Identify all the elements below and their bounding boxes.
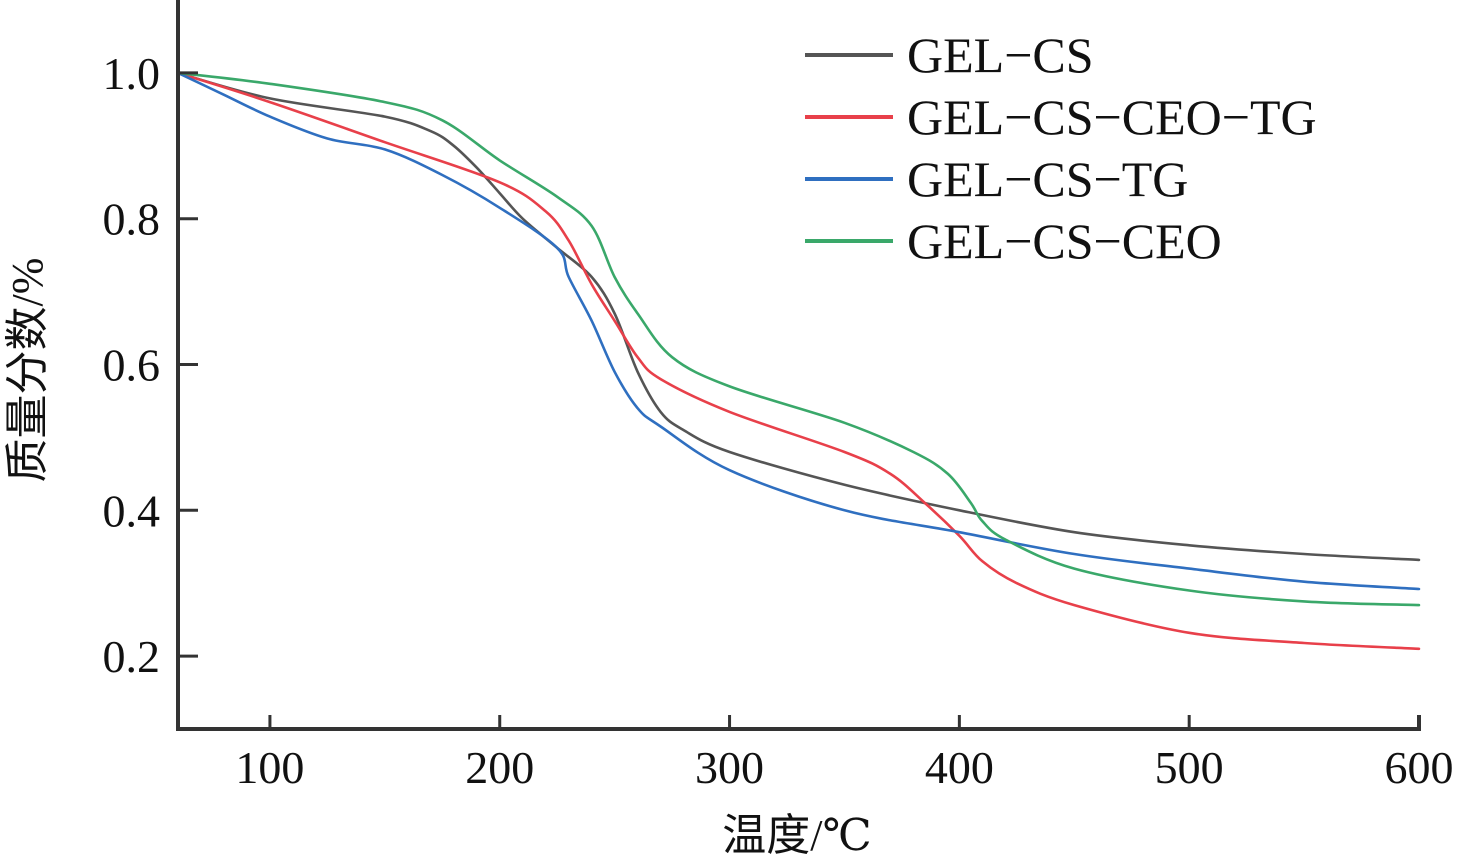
legend-label: GEL−CS−CEO−TG (907, 89, 1317, 145)
x-tick-label: 100 (235, 742, 304, 793)
series-line-gel-cs-ceo (176, 71, 1421, 607)
legend-label: GEL−CS (907, 27, 1094, 83)
x-axis-ticks: 100 200 300 400 500 600 (235, 715, 1454, 793)
y-axis-ticks: 0.2 0.4 0.6 0.8 1.0 (103, 48, 198, 682)
x-tick-label: 400 (925, 742, 994, 793)
x-tick-label: 200 (465, 742, 534, 793)
y-tick-label: 0.2 (103, 631, 161, 682)
y-tick-label: 0.6 (103, 340, 161, 391)
y-axis-title: 质量分数/% (3, 258, 52, 483)
x-tick-label: 300 (695, 742, 764, 793)
y-tick-label: 0.8 (103, 194, 161, 245)
series-line-gel-cs-ceo-tg (176, 71, 1421, 651)
y-tick-label: 1.0 (103, 48, 161, 99)
x-axis-title: 温度/℃ (722, 811, 871, 858)
x-tick-label: 600 (1385, 742, 1454, 793)
plot-area (176, 71, 1421, 651)
series-line-gel-cs-tg (176, 71, 1421, 591)
y-tick-label: 0.4 (103, 485, 161, 536)
legend-label: GEL−CS−TG (907, 151, 1188, 207)
legend: GEL−CS GEL−CS−CEO−TG GEL−CS−TG GEL−CS−CEO (805, 27, 1317, 269)
legend-label: GEL−CS−CEO (907, 213, 1222, 269)
x-tick-label: 500 (1155, 742, 1224, 793)
series-line-gel-cs (176, 71, 1421, 562)
